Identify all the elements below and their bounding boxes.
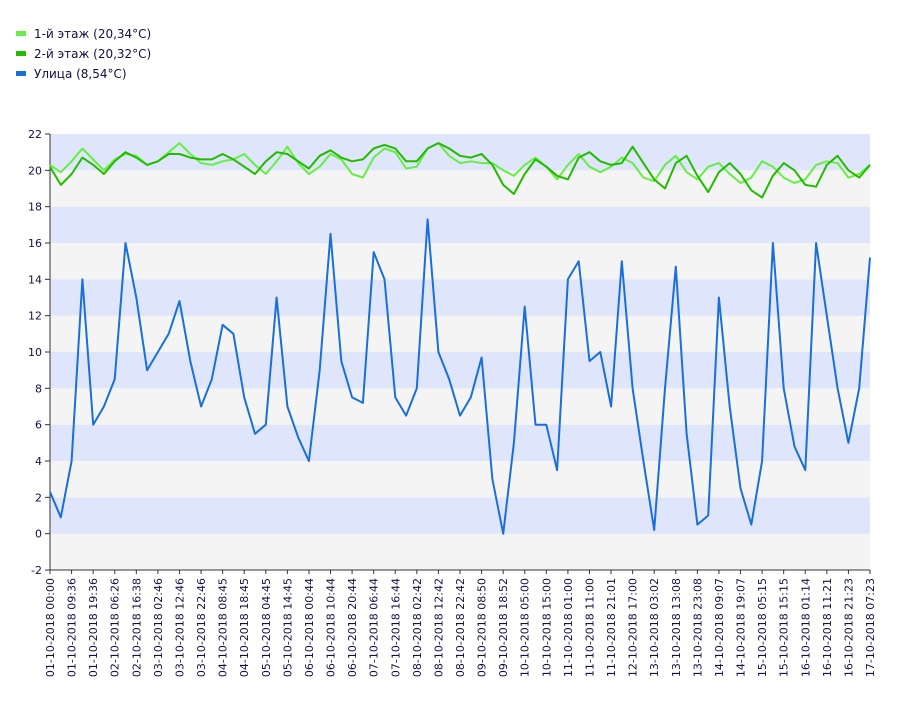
x-tick-label: 13-10-2018 13:08: [670, 578, 683, 677]
legend-swatch: [16, 31, 26, 36]
y-tick-label: 20: [28, 164, 42, 177]
y-tick-label: 8: [35, 382, 42, 395]
grid-band: [50, 352, 870, 389]
series-line: [49, 142, 871, 184]
grid-band: [50, 533, 870, 570]
x-tick-label: 17-10-2018 07:23: [864, 578, 877, 677]
x-tick-label: 15-10-2018 05:15: [756, 578, 769, 677]
x-tick-label: 10-10-2018 05:00: [519, 578, 532, 677]
series-line: [49, 142, 871, 199]
grid-band: [50, 206, 870, 243]
x-tick-label: 06-10-2018 20:44: [346, 578, 359, 677]
y-tick-label: 10: [28, 346, 42, 359]
x-tick-label: 03-10-2018 02:46: [152, 578, 165, 677]
grid-band: [50, 497, 870, 534]
grid-band: [50, 134, 870, 171]
y-tick-label: 0: [35, 528, 42, 541]
x-tick-label: 08-10-2018 02:42: [411, 578, 424, 677]
x-tick-label: 07-10-2018 06:44: [368, 578, 381, 677]
x-tick-label: 13-10-2018 03:02: [648, 578, 661, 677]
x-tick-label: 01-10-2018 00:00: [44, 578, 57, 677]
y-tick-label: 4: [35, 455, 42, 468]
x-tick-label: 08-10-2018 12:42: [432, 578, 445, 677]
legend-swatch: [16, 71, 26, 76]
x-tick-label: 07-10-2018 16:44: [389, 578, 402, 677]
x-tick-label: 15-10-2018 15:15: [778, 578, 791, 677]
x-tick-label: 05-10-2018 04:45: [260, 578, 273, 677]
x-tick-label: 02-10-2018 16:38: [130, 578, 143, 677]
x-tick-label: 14-10-2018 19:07: [735, 578, 748, 677]
grid-band: [50, 243, 870, 280]
y-tick-label: 22: [28, 128, 42, 141]
x-tick-label: 03-10-2018 22:46: [195, 578, 208, 677]
y-tick-label: 16: [28, 237, 42, 250]
grid-band: [50, 461, 870, 498]
y-tick-label: 6: [35, 419, 42, 432]
grid-band: [50, 279, 870, 316]
x-tick-label: 09-10-2018 18:52: [497, 578, 510, 677]
series-line: [49, 218, 871, 535]
x-tick-label: 01-10-2018 19:36: [87, 578, 100, 677]
x-tick-label: 06-10-2018 00:44: [303, 578, 316, 677]
legend-label: 1-й этаж (20,34°C): [34, 27, 151, 41]
x-tick-label: 16-10-2018 21:23: [842, 578, 855, 677]
x-tick-label: 03-10-2018 12:46: [173, 578, 186, 677]
x-tick-label: 11-10-2018 21:01: [605, 578, 618, 677]
x-tick-label: 14-10-2018 09:07: [713, 578, 726, 677]
x-tick-label: 04-10-2018 08:45: [217, 578, 230, 677]
x-tick-label: 09-10-2018 08:50: [476, 578, 489, 677]
x-tick-label: 11-10-2018 01:00: [562, 578, 575, 677]
x-tick-label: 16-10-2018 01:14: [799, 578, 812, 677]
x-tick-label: 08-10-2018 22:42: [454, 578, 467, 677]
grid-band: [50, 170, 870, 207]
y-tick-label: 2: [35, 491, 42, 504]
legend-label: Улица (8,54°C): [34, 67, 127, 81]
y-tick-label: -2: [31, 564, 42, 577]
x-tick-label: 13-10-2018 23:08: [691, 578, 704, 677]
y-tick-label: 14: [28, 273, 42, 286]
legend-swatch: [16, 51, 26, 56]
grid-band: [50, 424, 870, 461]
x-tick-label: 02-10-2018 06:26: [109, 578, 122, 677]
x-tick-label: 12-10-2018 17:00: [627, 578, 640, 677]
legend-label: 2-й этаж (20,32°C): [34, 47, 151, 61]
x-tick-label: 05-10-2018 14:45: [281, 578, 294, 677]
x-tick-label: 06-10-2018 10:44: [325, 578, 338, 677]
x-tick-label: 11-10-2018 11:00: [583, 578, 596, 677]
x-tick-label: 04-10-2018 18:45: [238, 578, 251, 677]
grid-band: [50, 388, 870, 425]
x-tick-label: 16-10-2018 11:21: [821, 578, 834, 677]
y-tick-label: 12: [28, 310, 42, 323]
x-tick-label: 10-10-2018 15:00: [540, 578, 553, 677]
x-tick-label: 01-10-2018 09:36: [66, 578, 79, 677]
y-tick-label: 18: [28, 201, 42, 214]
